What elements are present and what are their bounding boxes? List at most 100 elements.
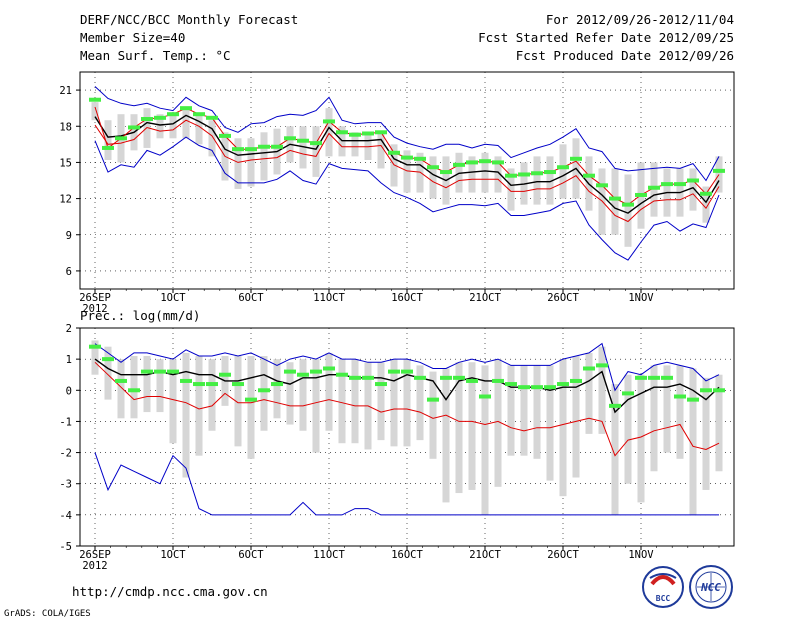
- control-lower-line: [94, 119, 720, 223]
- y-tick-label: -3: [59, 479, 72, 491]
- y-tick-label: -4: [59, 510, 72, 522]
- observed-marker: [570, 156, 582, 161]
- spread-box: [481, 365, 489, 515]
- observed-marker: [310, 369, 322, 374]
- observed-marker: [674, 182, 686, 187]
- observed-marker: [401, 155, 413, 160]
- spread-box: [689, 368, 697, 515]
- observed-marker: [245, 147, 257, 152]
- spread-box: [546, 156, 554, 205]
- observed-marker: [193, 382, 205, 387]
- spread-box: [650, 365, 658, 472]
- upper-envelope-line: [94, 86, 720, 182]
- observed-marker: [206, 115, 218, 120]
- spread-box: [637, 374, 645, 503]
- y-tick-label: 18: [59, 121, 72, 133]
- spread-box: [247, 356, 255, 459]
- spread-box: [715, 374, 723, 472]
- header-period: For 2012/09/26-2012/11/04: [546, 12, 734, 27]
- observed-marker: [414, 375, 426, 380]
- spread-box: [390, 144, 398, 187]
- spread-box: [312, 359, 320, 453]
- observed-marker: [492, 378, 504, 383]
- lower-envelope-line: [94, 136, 720, 261]
- observed-marker: [167, 112, 179, 117]
- spread-box: [195, 356, 203, 456]
- y-tick-label: 9: [66, 230, 72, 242]
- observed-marker: [388, 150, 400, 155]
- observed-marker: [258, 144, 270, 149]
- observed-marker: [323, 366, 335, 371]
- observed-marker: [557, 165, 569, 170]
- observed-marker: [622, 202, 634, 207]
- spread-box: [611, 168, 619, 235]
- observed-marker: [531, 385, 543, 390]
- spread-box: [494, 359, 502, 487]
- spread-box: [455, 362, 463, 494]
- observed-marker: [102, 145, 114, 150]
- x-tick-label: 26OCT: [547, 292, 579, 304]
- x-tick-label: 1OCT: [160, 549, 186, 561]
- spread-box: [416, 365, 424, 441]
- precipitation-panel: -5 -4 -3 -2 -1 0 1 2 26SEP 1OCT 6OCT 11OCT 16OCT 21OC…: [59, 323, 735, 572]
- spread-box: [169, 359, 177, 444]
- y-tick-label: 15: [59, 157, 72, 169]
- spread-box: [325, 108, 333, 157]
- x-tick-label: 1NOV: [628, 549, 654, 561]
- lower-envelope-line: [94, 452, 719, 516]
- x-tick-label: 11OCT: [313, 549, 345, 561]
- observed-marker: [232, 147, 244, 152]
- observed-marker: [700, 191, 712, 196]
- observed-marker: [635, 375, 647, 380]
- observed-marker: [349, 375, 361, 380]
- y-tick-label: 6: [66, 266, 72, 278]
- observed-marker: [622, 391, 634, 396]
- observed-marker: [141, 117, 153, 122]
- bcc-logo-text: BCC: [656, 594, 671, 603]
- spread-box: [91, 340, 99, 375]
- observed-marker: [154, 369, 166, 374]
- spread-box: [377, 362, 385, 441]
- spread-box: [429, 156, 437, 199]
- observed-marker: [401, 369, 413, 374]
- observed-marker: [466, 160, 478, 165]
- spread-box: [234, 138, 242, 189]
- observed-marker: [89, 97, 101, 102]
- spread-box: [351, 132, 359, 157]
- observed-marker: [271, 144, 283, 149]
- observed-marker: [661, 182, 673, 187]
- header-start-date: Fcst Started Refer Date 2012/09/25: [478, 30, 734, 45]
- spread-box: [468, 362, 476, 490]
- spread-box: [286, 362, 294, 425]
- y-tick-label: -5: [59, 541, 72, 553]
- observed-marker: [271, 382, 283, 387]
- observed-marker: [323, 119, 335, 124]
- spread-box: [507, 168, 515, 211]
- spread-box: [260, 356, 268, 431]
- observed-marker: [505, 382, 517, 387]
- x-tick-label: 26SEP: [79, 549, 111, 561]
- spread-box: [143, 356, 151, 413]
- source-url[interactable]: http://cmdp.ncc.cma.gov.cn: [72, 584, 268, 599]
- y-tick-label: 2: [66, 323, 72, 335]
- observed-marker: [245, 397, 257, 402]
- observed-marker: [570, 378, 582, 383]
- spread-box: [325, 352, 333, 431]
- observed-marker: [609, 196, 621, 201]
- y-tick-label: 1: [66, 354, 72, 366]
- spread-box: [169, 114, 177, 139]
- spread-box: [624, 174, 632, 247]
- spread-box: [403, 150, 411, 193]
- observed-marker: [635, 192, 647, 197]
- spread-box: [442, 368, 450, 503]
- observed-marker: [544, 385, 556, 390]
- spread-box: [104, 346, 112, 400]
- observed-marker: [115, 136, 127, 141]
- spread-box: [390, 359, 398, 447]
- spread-box: [403, 359, 411, 447]
- spread-box: [611, 384, 619, 515]
- spread-box: [104, 120, 112, 161]
- observed-marker: [557, 382, 569, 387]
- observed-marker: [206, 382, 218, 387]
- spread-box: [559, 359, 567, 497]
